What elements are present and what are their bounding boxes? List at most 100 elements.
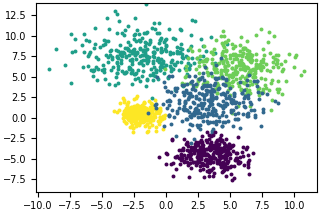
Point — [151, 113, 156, 117]
Point — [213, 95, 218, 99]
Point — [191, 113, 196, 116]
Point — [157, 115, 163, 118]
Point — [241, 97, 246, 100]
Point — [94, 55, 99, 58]
Point — [222, 141, 227, 145]
Point — [132, 113, 138, 116]
Point — [123, 115, 128, 118]
Point — [209, 144, 214, 147]
Point — [134, 50, 140, 54]
Point — [191, 147, 196, 151]
Point — [221, 68, 226, 71]
Point — [233, 157, 238, 161]
Point — [151, 51, 156, 54]
Point — [211, 147, 216, 150]
Point — [216, 155, 221, 158]
Point — [139, 120, 144, 123]
Point — [142, 115, 147, 118]
Point — [148, 117, 153, 120]
Point — [151, 46, 156, 49]
Point — [206, 89, 211, 92]
Point — [246, 54, 252, 58]
Point — [221, 60, 226, 63]
Point — [137, 107, 142, 111]
Point — [179, 48, 184, 51]
Point — [200, 104, 205, 107]
Point — [204, 138, 209, 141]
Point — [231, 52, 236, 56]
Point — [138, 113, 143, 116]
Point — [124, 121, 129, 125]
Point — [164, 37, 169, 41]
Point — [224, 153, 229, 157]
Point — [135, 103, 140, 107]
Point — [229, 110, 234, 114]
Point — [240, 52, 245, 55]
Point — [213, 150, 218, 154]
Point — [213, 38, 219, 41]
Point — [238, 87, 243, 91]
Point — [81, 65, 86, 69]
Point — [223, 57, 228, 61]
Point — [184, 72, 189, 76]
Point — [129, 82, 134, 85]
Point — [129, 69, 134, 72]
Point — [148, 111, 153, 114]
Point — [128, 58, 133, 61]
Point — [132, 121, 138, 125]
Point — [241, 47, 246, 50]
Point — [216, 142, 221, 146]
Point — [244, 112, 249, 116]
Point — [141, 69, 146, 73]
Point — [196, 77, 201, 81]
Point — [216, 62, 221, 65]
Point — [179, 156, 184, 160]
Point — [138, 108, 143, 112]
Point — [217, 120, 222, 123]
Point — [270, 99, 275, 102]
Point — [140, 114, 145, 118]
Point — [230, 150, 235, 153]
Point — [120, 117, 125, 120]
Point — [144, 130, 149, 134]
Point — [192, 145, 197, 149]
Point — [148, 39, 153, 42]
Point — [240, 47, 245, 50]
Point — [194, 155, 199, 159]
Point — [193, 110, 198, 113]
Point — [143, 42, 148, 45]
Point — [144, 114, 149, 117]
Point — [130, 58, 135, 61]
Point — [194, 56, 199, 60]
Point — [237, 43, 243, 47]
Point — [204, 169, 210, 173]
Point — [154, 103, 159, 106]
Point — [222, 69, 228, 72]
Point — [198, 146, 203, 150]
Point — [144, 2, 149, 6]
Point — [201, 81, 206, 85]
Point — [136, 105, 141, 108]
Point — [172, 86, 178, 90]
Point — [133, 111, 139, 115]
Point — [217, 152, 222, 155]
Point — [189, 94, 195, 97]
Point — [184, 68, 189, 72]
Point — [136, 108, 141, 112]
Point — [240, 67, 245, 71]
Point — [237, 68, 242, 71]
Point — [189, 50, 195, 53]
Point — [133, 117, 138, 120]
Point — [254, 52, 259, 55]
Point — [187, 114, 192, 117]
Point — [209, 102, 214, 106]
Point — [142, 114, 148, 117]
Point — [141, 106, 146, 110]
Point — [272, 57, 277, 60]
Point — [158, 47, 163, 50]
Point — [204, 130, 209, 133]
Point — [159, 61, 164, 64]
Point — [224, 167, 229, 171]
Point — [140, 119, 146, 123]
Point — [196, 80, 201, 83]
